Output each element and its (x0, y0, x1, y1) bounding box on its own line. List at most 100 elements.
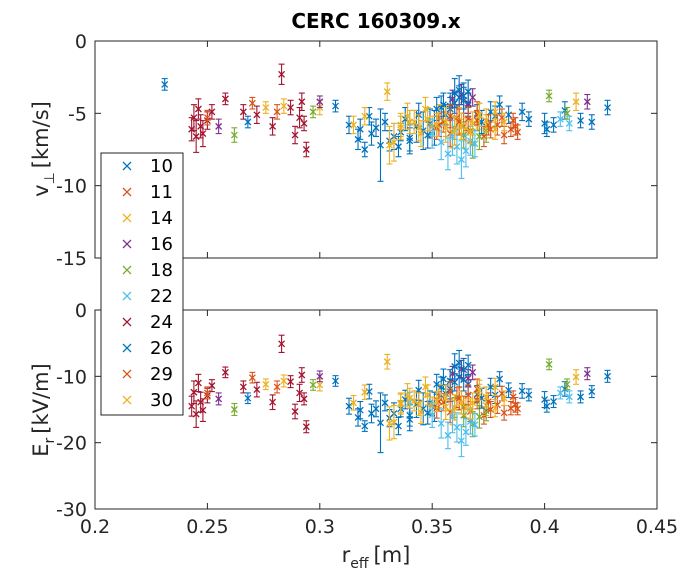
data-point (462, 147, 470, 155)
data-point (505, 111, 513, 119)
legend-label: 11 (150, 182, 173, 203)
data-point (433, 105, 441, 113)
data-point (273, 383, 281, 391)
data-point (509, 393, 517, 401)
x-label-unit: [m] (374, 543, 411, 567)
data-point (466, 405, 474, 413)
bottom-y-label-sub: r (42, 437, 58, 443)
data-point (361, 388, 369, 396)
data-point (457, 399, 465, 407)
series-16-bottom-3 (215, 359, 591, 406)
data-point (424, 409, 432, 417)
data-point (604, 104, 612, 112)
bottom-axes: 0 -10 -20 -30 0.2 0.25 0.3 0.35 0.4 0.45 Er [kV/m… (29, 300, 678, 572)
data-point (415, 400, 423, 408)
data-point (543, 402, 551, 410)
data-point (354, 135, 362, 143)
data-point (451, 404, 459, 411)
data-point (253, 386, 261, 394)
data-point (262, 380, 270, 388)
data-point (583, 98, 591, 106)
x-tick-label: 0.45 (636, 516, 678, 538)
data-point (482, 393, 490, 401)
data-point (302, 146, 310, 153)
legend-label: 18 (150, 260, 173, 281)
legend-marker (122, 187, 132, 197)
data-point (469, 93, 477, 101)
y-tick-label: -10 (56, 366, 87, 388)
data-point (309, 381, 317, 389)
data-point (269, 398, 277, 406)
data-point (244, 118, 252, 126)
data-point (444, 150, 452, 158)
legend-marker (122, 213, 132, 223)
data-point (192, 133, 200, 140)
data-point (230, 406, 238, 413)
x-label-main: r (342, 543, 351, 567)
legend-marker (122, 239, 132, 249)
data-point (296, 114, 304, 122)
data-point (291, 131, 299, 139)
data-point (437, 419, 445, 427)
data-point (280, 377, 288, 385)
data-point (377, 419, 384, 427)
data-point (457, 122, 465, 130)
y-tick-label: -30 (56, 499, 87, 521)
data-point (406, 394, 414, 402)
data-point (203, 114, 211, 122)
data-point (415, 386, 423, 394)
data-point (550, 121, 558, 129)
data-point (451, 362, 459, 370)
y-tick-label: 0 (75, 300, 87, 322)
data-point (199, 406, 207, 414)
top-plot-marks (161, 63, 612, 182)
data-point (278, 70, 286, 78)
data-point (446, 388, 454, 396)
data-point (372, 405, 380, 413)
data-point (296, 389, 304, 397)
chart-title: CERC 160309.x (291, 9, 460, 33)
data-point (563, 380, 571, 388)
legend-entry-30: 30 (122, 390, 173, 411)
data-point (350, 121, 357, 129)
legend-label: 24 (150, 312, 173, 333)
data-point (496, 375, 504, 383)
data-point (433, 398, 441, 405)
data-point (397, 124, 405, 132)
data-point (491, 108, 499, 116)
data-point (525, 391, 533, 399)
data-point (248, 99, 256, 107)
legend-marker (122, 161, 132, 171)
y-tick-label: -15 (56, 248, 87, 270)
data-point (491, 125, 499, 133)
data-point (455, 359, 463, 367)
y-tick-label: -20 (56, 433, 87, 455)
data-point (381, 399, 389, 407)
data-point (565, 393, 573, 401)
legend-entry-26: 26 (122, 338, 173, 359)
legend-marker (122, 317, 132, 327)
data-point (464, 374, 472, 382)
legend-entry-10: 10 (122, 156, 173, 177)
top-y-ticks: 0 -5 -10 -15 (56, 31, 657, 270)
data-point (457, 437, 465, 445)
data-point (433, 380, 441, 388)
data-point (354, 414, 362, 421)
data-point (208, 108, 216, 116)
data-point (518, 387, 526, 395)
data-point (332, 102, 339, 110)
data-point (588, 388, 596, 396)
data-point (583, 370, 591, 378)
top-y-label-unit: [km/s] (29, 101, 53, 168)
data-point (309, 108, 317, 116)
legend-marker (122, 343, 132, 353)
x-tick-label: 0.35 (411, 516, 453, 538)
data-point (514, 405, 522, 413)
data-point (244, 394, 252, 402)
legend-entry-18: 18 (122, 260, 173, 281)
data-point (406, 118, 414, 126)
legend-marker (122, 395, 132, 405)
data-point (302, 423, 310, 431)
legend-label: 29 (150, 364, 173, 385)
